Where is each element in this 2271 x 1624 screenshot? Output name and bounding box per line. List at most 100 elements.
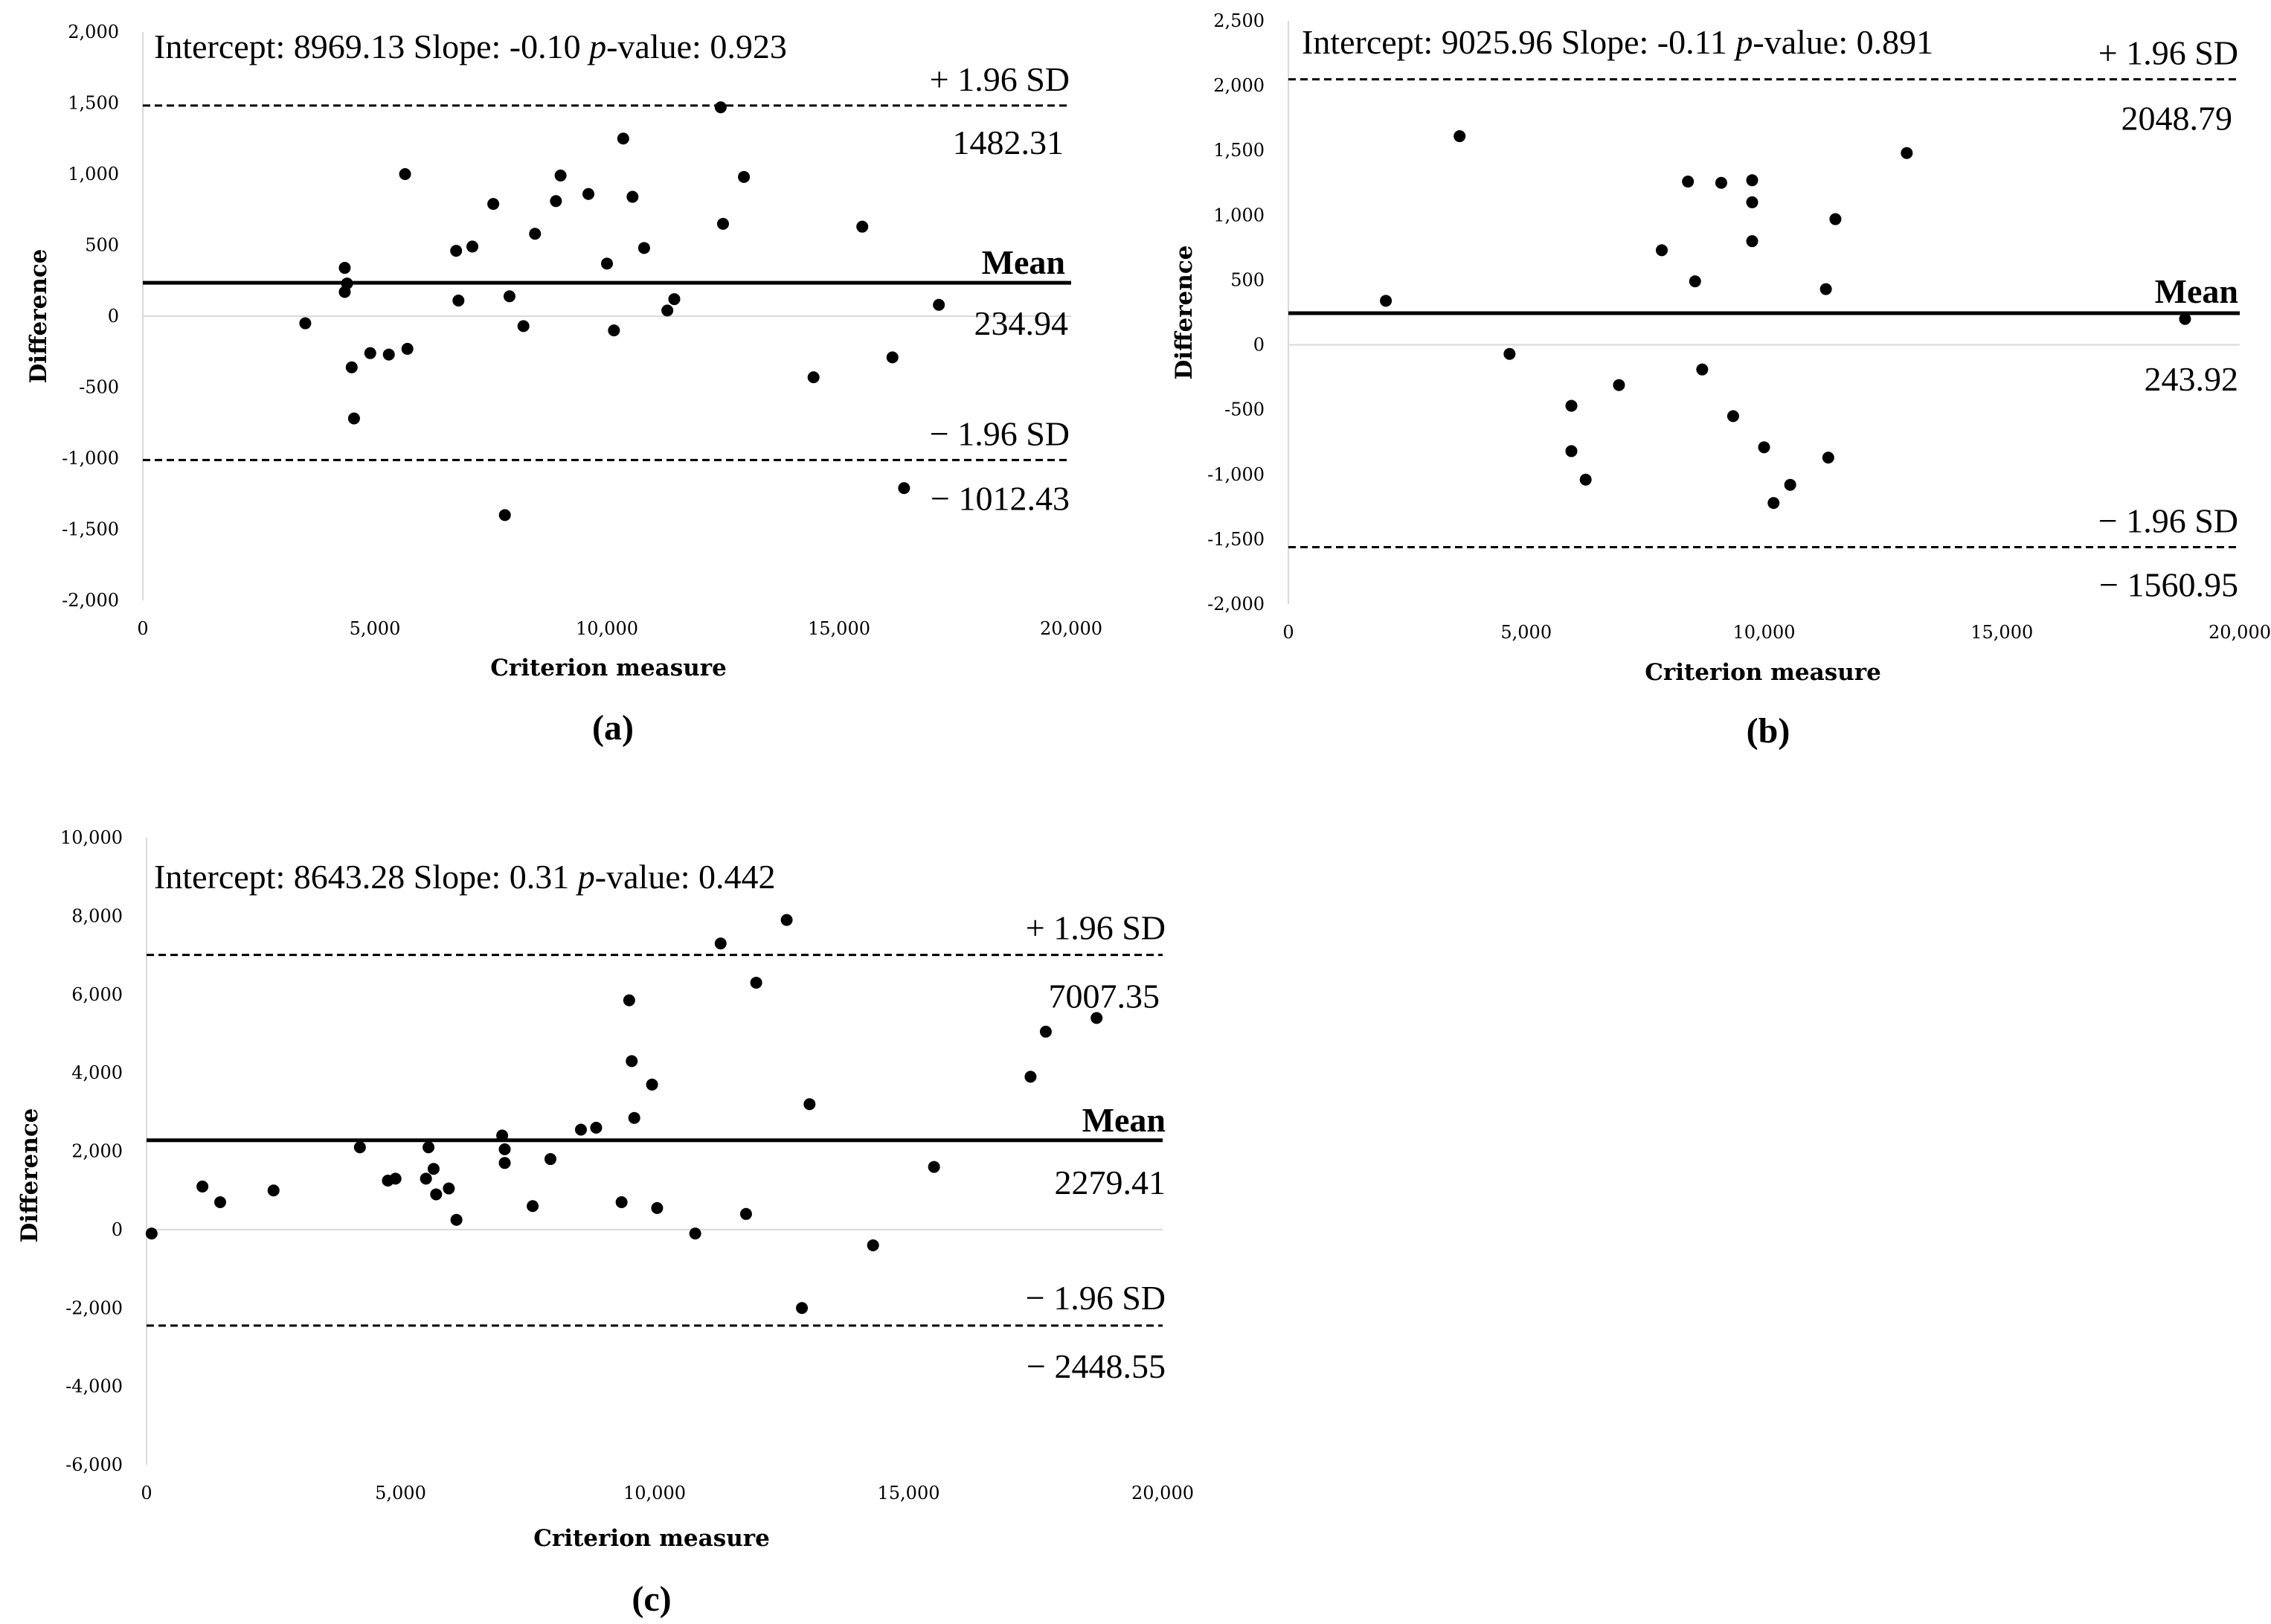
mean-value: 2279.41 xyxy=(1055,1164,1166,1201)
y-tick-label: 500 xyxy=(1230,269,1265,290)
mean-value: 234.94 xyxy=(974,304,1069,342)
upper-limit-value: 1482.31 xyxy=(953,123,1064,161)
data-point xyxy=(364,347,376,359)
data-point xyxy=(608,324,620,337)
data-point xyxy=(668,293,681,306)
data-point xyxy=(527,1200,539,1213)
data-point xyxy=(345,361,358,373)
data-point xyxy=(1039,1025,1052,1038)
data-point xyxy=(623,994,635,1007)
stats-p-symbol: p xyxy=(587,28,606,65)
x-tick-label: 20,000 xyxy=(2209,622,2271,643)
data-point xyxy=(1767,497,1780,510)
x-tick-label: 10,000 xyxy=(1733,622,1796,643)
y-tick-label: -1,500 xyxy=(62,519,119,540)
x-tick-label: 0 xyxy=(137,618,148,639)
y-tick-label: 1,000 xyxy=(68,164,119,184)
data-point xyxy=(430,1188,443,1201)
stats-p-value: -value: 0.442 xyxy=(595,858,776,896)
data-point xyxy=(714,101,727,114)
y-tick-label: 10,000 xyxy=(60,827,123,848)
lower-limit-label: − 1.96 SD xyxy=(930,414,1070,452)
data-point xyxy=(1613,379,1625,391)
data-point xyxy=(1746,196,1758,208)
data-point xyxy=(582,187,595,200)
y-tick-label: 2,000 xyxy=(71,1141,123,1162)
data-point xyxy=(1822,452,1834,464)
data-point xyxy=(615,1195,628,1208)
lower-limit-label: − 1.96 SD xyxy=(1026,1279,1166,1317)
y-tick-label: 8,000 xyxy=(71,905,123,926)
stats-p-symbol: p xyxy=(576,858,595,896)
y-tick-label: -6,000 xyxy=(65,1454,123,1475)
lower-limit-value: − 2448.55 xyxy=(1027,1347,1166,1385)
data-point xyxy=(601,257,613,270)
data-point xyxy=(517,320,530,333)
y-tick-label: 2,000 xyxy=(68,22,119,42)
x-tick-label: 5,000 xyxy=(350,618,401,639)
data-point xyxy=(1715,176,1727,189)
regression-stats: Intercept: 9025.96 Slope: -0.11 p-value:… xyxy=(1302,23,1933,61)
x-tick-label: 20,000 xyxy=(1131,1483,1194,1503)
panel-label: (a) xyxy=(592,708,634,748)
data-point xyxy=(617,132,629,145)
panel-label: (c) xyxy=(632,1579,671,1619)
data-point xyxy=(590,1121,603,1134)
upper-limit-value: 7007.35 xyxy=(1049,978,1160,1015)
upper-limit-label: + 1.96 SD xyxy=(930,60,1070,98)
data-point xyxy=(1829,213,1842,225)
stats-intercept-slope: Intercept: 9025.96 Slope: -0.11 xyxy=(1302,23,1735,61)
data-point xyxy=(1746,174,1758,187)
data-point xyxy=(1689,275,1701,288)
data-point xyxy=(423,1141,435,1154)
data-point xyxy=(1090,1012,1103,1024)
regression-stats: Intercept: 8969.13 Slope: -0.10 p-value:… xyxy=(154,28,787,65)
panel-label: (b) xyxy=(1747,711,1790,751)
x-tick-label: 20,000 xyxy=(1040,618,1102,639)
data-point xyxy=(739,1207,752,1220)
lower-limit-value: − 1560.95 xyxy=(2099,566,2238,604)
data-point xyxy=(856,220,869,233)
data-point xyxy=(214,1195,227,1208)
data-point xyxy=(661,304,674,317)
y-tick-label: 0 xyxy=(1253,335,1265,356)
y-tick-label: -1,000 xyxy=(62,448,119,469)
y-tick-label: 1,000 xyxy=(1213,205,1265,225)
y-tick-label: -2,000 xyxy=(62,590,119,611)
y-tick-label: 4,000 xyxy=(71,1062,123,1083)
y-tick-label: -500 xyxy=(1224,399,1265,420)
lower-limit-value: − 1012.43 xyxy=(931,479,1070,517)
stats-p-value: -value: 0.891 xyxy=(1753,23,1933,61)
data-point xyxy=(382,348,395,361)
data-point xyxy=(803,1098,816,1111)
x-tick-label: 0 xyxy=(1282,622,1294,643)
data-point xyxy=(626,1055,638,1068)
upper-limit-value: 2048.79 xyxy=(2121,100,2233,138)
y-tick-label: 6,000 xyxy=(71,984,123,1005)
mean-label: Mean xyxy=(2155,272,2238,310)
data-point xyxy=(628,1111,640,1124)
data-point xyxy=(399,168,411,180)
y-tick-label: 2,000 xyxy=(1213,75,1265,96)
data-point xyxy=(450,245,463,257)
x-tick-label: 15,000 xyxy=(808,618,870,639)
chart-panel-b: -2,000 -1,500 -1,000 -500 0 500 1,000 1,500 2,00… xyxy=(1171,10,2271,751)
data-point xyxy=(544,1153,556,1166)
x-axis-title: Criterion measure xyxy=(533,1525,770,1552)
x-tick-label: 0 xyxy=(141,1483,152,1503)
chart-panel-a: -2,000 -1,500 -1,000 -500 0 500 1,000 1,500 2,00… xyxy=(25,22,1102,748)
data-point xyxy=(1453,130,1466,143)
data-point xyxy=(341,277,353,290)
y-tick-label: 1,500 xyxy=(68,93,119,114)
x-tick-label: 10,000 xyxy=(623,1483,686,1503)
x-tick-label: 5,000 xyxy=(1500,622,1552,643)
stats-p-value: -value: 0.923 xyxy=(606,28,787,65)
data-point xyxy=(452,294,465,306)
data-point xyxy=(389,1172,402,1185)
x-tick-label: 5,000 xyxy=(375,1483,426,1503)
y-tick-label: 500 xyxy=(85,235,119,256)
y-tick-label: 0 xyxy=(112,1219,123,1240)
data-point xyxy=(487,198,500,211)
data-point xyxy=(780,914,793,926)
